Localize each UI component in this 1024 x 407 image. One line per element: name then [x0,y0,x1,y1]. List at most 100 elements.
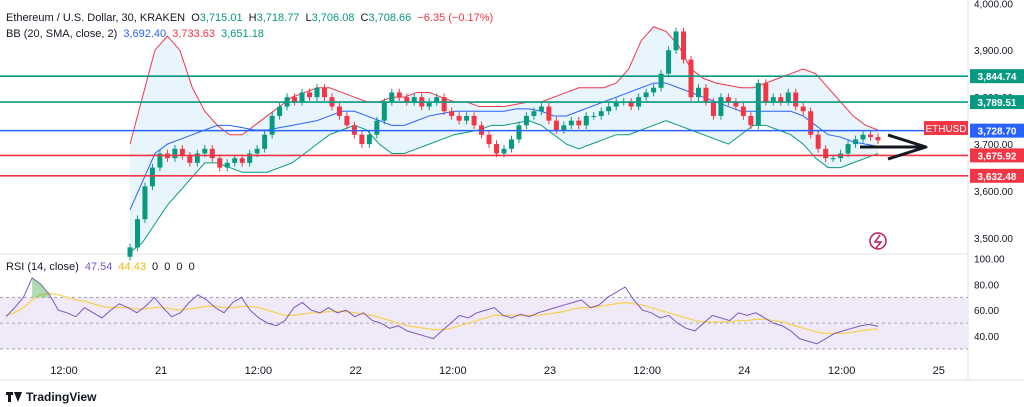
candle [695,87,701,98]
symbol-tag [924,121,968,136]
time-tick-label: 12:00 [245,365,273,377]
candle [538,106,544,112]
rsi-ma-line [5,292,879,335]
bb-legend: BB (20, SMA, close, 2) 3,692.40 3,733.63… [6,28,267,40]
candle [426,101,432,107]
candle [344,115,350,126]
rsi-tick-label: 40.00 [974,332,999,343]
candle [808,111,814,135]
time-tick-label: 23 [544,365,556,377]
candle [404,97,410,102]
candle [628,101,634,107]
candle [800,106,806,112]
candle [508,139,514,149]
candle [127,247,133,257]
time-tick-label: 12:00 [50,365,78,377]
candle [718,97,724,116]
candle [336,106,342,116]
candle [149,167,155,187]
candle [778,97,784,102]
time-tick-label: 12:00 [633,365,661,377]
bb-label: BB (20, SMA, close, 2) [6,28,118,40]
candle [389,92,395,102]
candle [456,115,462,121]
bb-basis-value: 3,692.40 [123,28,167,40]
candle [366,134,372,145]
candle [531,111,537,116]
brand-name: TradingView [26,390,97,404]
candle [523,115,529,126]
candle [307,92,313,98]
candle [853,139,859,145]
time-tick-label: 12:00 [439,365,467,377]
ohlc-legend: Ethereum / U.S. Dollar, 30, KRAKEN O3,71… [6,12,496,24]
candle [449,111,455,116]
candle [733,101,739,107]
high-label: H [248,12,257,24]
candle [299,92,305,102]
candle [868,134,874,138]
rsi-value: 47.54 [84,261,113,273]
candle [583,115,589,126]
candle [434,97,440,102]
candle [755,83,761,126]
candle [658,73,664,88]
rsi-tick-label: 80.00 [974,280,999,291]
candle [441,97,447,112]
rsi-tick-label: 100.00 [974,255,1005,266]
rsi-overbought-fill [32,277,50,298]
candle [134,219,140,248]
candle [224,162,230,168]
candle [815,134,821,149]
candle [374,120,380,135]
candle [194,153,200,163]
candle [396,92,402,98]
candle [381,101,387,121]
candle [217,158,223,168]
candle [269,115,275,135]
low-value: 3,706.08 [311,12,355,24]
candle [710,101,716,116]
symbol-title: Ethereum / U.S. Dollar, 30, KRAKEN [6,12,186,24]
candle [321,87,327,98]
candle [471,115,477,126]
candle [681,31,687,60]
candle [785,92,791,102]
rsi-legend: RSI (14, close) 47.54 44.43 0 0 0 0 [6,261,198,273]
open-value: 3,715.01 [199,12,243,24]
candle [486,134,492,145]
bb-upper-value: 3,733.63 [172,28,216,40]
price-tick-label: 4,000.00 [974,0,1013,10]
candle [464,115,470,121]
rsi-line [5,277,879,345]
low-label: L [305,12,312,24]
rsi-ma-value: 44.43 [118,261,146,273]
candle [875,137,881,141]
candle [613,101,619,107]
candle [494,144,500,154]
price-level-label: 3,728.70 [978,127,1017,138]
price-level-tag [970,168,1024,183]
time-tick-label: 12:00 [828,365,856,377]
price-level-tag [970,95,1024,110]
bb-upper-line [129,26,879,145]
tradingview-brand[interactable]: TradingView [6,390,96,404]
price-level-label: 3,844.74 [978,72,1017,83]
candle [763,83,769,102]
candle [568,120,574,126]
time-tick-label: 22 [349,365,361,377]
candle [516,125,522,140]
candle [793,92,799,107]
price-level-tag [970,69,1024,84]
bb-lower-value: 3,651.18 [221,28,264,40]
candle [411,97,417,102]
candle [247,153,253,163]
rsi-extra-2: 0 [164,261,171,273]
candle [606,106,612,112]
candle [292,97,298,102]
bb-fill [130,26,878,253]
candle [725,97,731,102]
candle [239,158,245,163]
price-level-tag [970,123,1024,138]
